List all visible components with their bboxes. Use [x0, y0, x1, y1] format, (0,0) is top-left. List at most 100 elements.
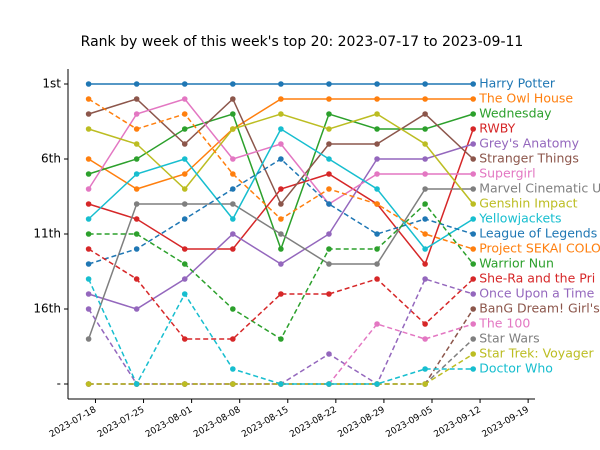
x-tick-label: 2023-09-19	[481, 405, 532, 440]
point	[422, 186, 428, 192]
point	[470, 291, 476, 297]
series-label: Grey's Anatomy	[479, 136, 579, 151]
series-label: Supergirl	[479, 166, 535, 181]
x-tick-label: 2023-08-15	[240, 405, 290, 440]
point	[85, 126, 92, 132]
point	[85, 261, 92, 267]
point	[326, 111, 332, 117]
point	[470, 171, 476, 177]
series-line	[88, 338, 474, 385]
series-line	[88, 248, 474, 340]
series-label: Marvel Cinematic U	[479, 181, 600, 196]
point	[133, 156, 140, 162]
x-tick-label: 2023-07-18	[48, 405, 99, 440]
series-label: Genshin Impact	[479, 196, 577, 211]
point	[422, 246, 428, 252]
point	[85, 381, 92, 387]
point	[278, 246, 284, 252]
point	[326, 141, 332, 147]
point	[230, 171, 236, 177]
point	[230, 246, 236, 252]
point	[278, 216, 284, 222]
x-tick-label: 2023-08-29	[336, 405, 387, 440]
point	[470, 321, 476, 327]
point	[181, 81, 188, 87]
point	[133, 231, 140, 237]
point	[278, 381, 284, 387]
series-label: Stranger Things	[479, 151, 579, 166]
point	[470, 186, 476, 192]
point	[133, 201, 140, 207]
point	[374, 261, 380, 267]
point	[230, 96, 236, 102]
point	[181, 126, 188, 132]
point	[374, 171, 380, 177]
point	[326, 201, 332, 207]
point	[230, 111, 236, 117]
point	[326, 246, 332, 252]
point	[133, 186, 140, 192]
point	[374, 381, 380, 387]
series-label: Wednesday	[479, 106, 552, 121]
series-label: Star Wars	[479, 331, 539, 346]
point	[422, 156, 428, 162]
point	[326, 351, 332, 357]
point	[422, 111, 428, 117]
point	[181, 111, 188, 117]
series-label: The 100	[478, 316, 530, 331]
point	[422, 366, 428, 372]
point	[85, 306, 92, 312]
point	[230, 186, 236, 192]
point	[181, 246, 188, 252]
point	[85, 156, 92, 162]
point	[278, 96, 284, 102]
point	[85, 81, 92, 87]
point	[133, 96, 140, 102]
point	[181, 186, 188, 192]
point	[422, 231, 428, 237]
point	[470, 81, 476, 87]
point	[85, 291, 92, 297]
point	[326, 186, 332, 192]
point	[374, 126, 380, 132]
point	[326, 81, 332, 87]
point	[470, 276, 476, 282]
point	[133, 276, 140, 282]
point	[374, 156, 380, 162]
y-tick-label: 6th	[41, 152, 61, 166]
point	[422, 216, 428, 222]
point	[85, 111, 92, 117]
point	[133, 216, 140, 222]
point	[374, 231, 380, 237]
point	[470, 216, 476, 222]
point	[326, 171, 332, 177]
point	[133, 306, 140, 312]
point	[230, 126, 236, 132]
point	[85, 171, 92, 177]
point	[422, 276, 428, 282]
series-label: Project SEKAI COLO	[479, 241, 600, 256]
point	[470, 201, 476, 207]
point	[374, 201, 380, 207]
point	[470, 231, 476, 237]
point	[181, 336, 188, 342]
point	[326, 96, 332, 102]
point	[470, 111, 476, 117]
y-tick-label: 11th	[33, 227, 61, 241]
point	[181, 141, 188, 147]
x-tick-label: 2023-08-22	[288, 405, 338, 440]
point	[422, 336, 428, 342]
series-label: She-Ra and the Pri	[479, 271, 595, 286]
point	[278, 201, 284, 207]
x-tick-label: 2023-09-12	[433, 405, 483, 440]
series-label: Once Upon a Time	[479, 286, 594, 301]
point	[278, 111, 284, 117]
point	[374, 321, 380, 327]
point	[133, 141, 140, 147]
series-label: Warrior Nun	[479, 256, 554, 271]
point	[85, 201, 92, 207]
point	[133, 81, 140, 87]
point	[230, 81, 236, 87]
point	[470, 366, 476, 372]
